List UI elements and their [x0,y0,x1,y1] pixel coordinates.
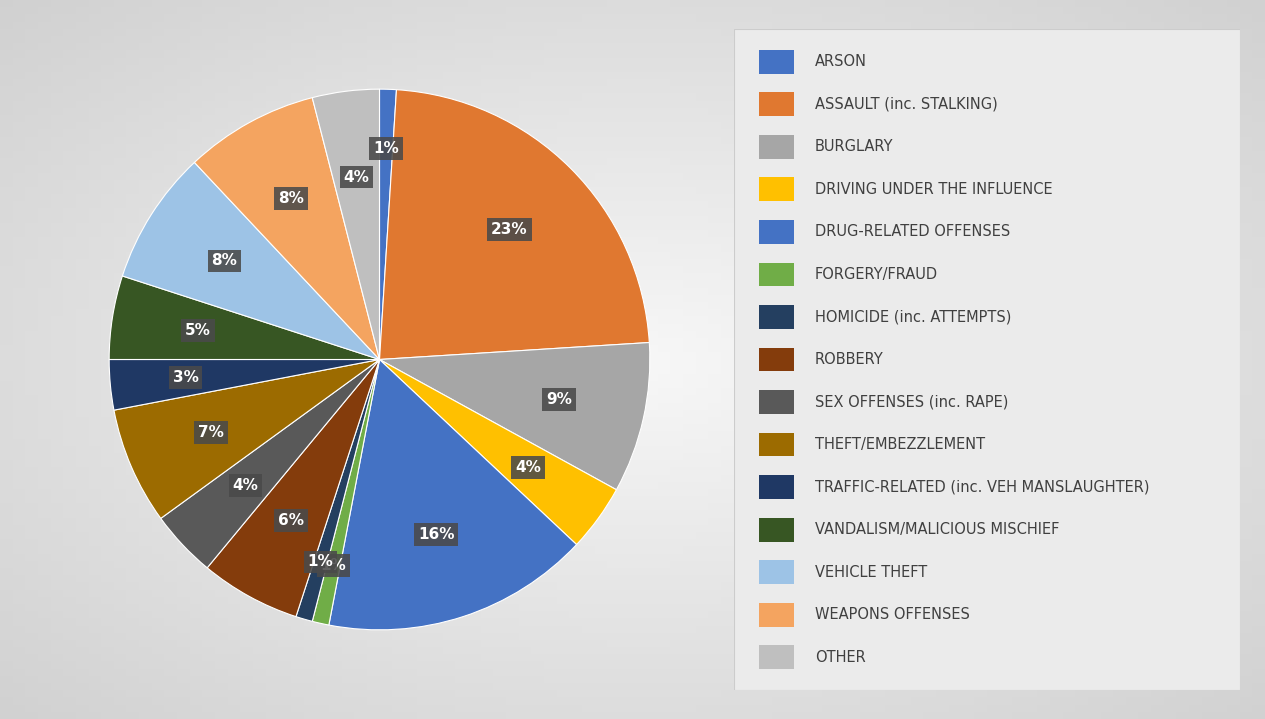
FancyBboxPatch shape [759,220,794,244]
Text: 1%: 1% [307,554,334,569]
FancyBboxPatch shape [759,50,794,74]
Text: 8%: 8% [278,191,304,206]
FancyBboxPatch shape [759,305,794,329]
Text: BURGLARY: BURGLARY [815,139,893,155]
FancyBboxPatch shape [734,29,1240,690]
Text: ASSAULT (inc. STALKING): ASSAULT (inc. STALKING) [815,97,997,112]
FancyBboxPatch shape [759,178,794,201]
FancyBboxPatch shape [759,135,794,159]
Wedge shape [380,90,649,360]
Wedge shape [380,89,396,360]
Text: 6%: 6% [278,513,304,528]
FancyBboxPatch shape [759,603,794,626]
Wedge shape [296,360,379,621]
Wedge shape [195,98,380,360]
Text: 4%: 4% [515,460,541,475]
FancyBboxPatch shape [759,560,794,584]
FancyBboxPatch shape [759,518,794,541]
Text: VEHICLE THEFT: VEHICLE THEFT [815,564,927,580]
Text: THEFT/EMBEZZLEMENT: THEFT/EMBEZZLEMENT [815,437,984,452]
Text: OTHER: OTHER [815,650,865,664]
Text: 1%: 1% [373,141,398,156]
Wedge shape [329,360,577,630]
Text: DRIVING UNDER THE INFLUENCE: DRIVING UNDER THE INFLUENCE [815,182,1052,197]
FancyBboxPatch shape [759,475,794,499]
Text: 4%: 4% [344,170,369,185]
Text: 7%: 7% [197,425,224,440]
Wedge shape [114,360,380,518]
FancyBboxPatch shape [759,433,794,457]
Text: 16%: 16% [417,527,454,542]
Wedge shape [380,360,616,544]
Text: SEX OFFENSES (inc. RAPE): SEX OFFENSES (inc. RAPE) [815,395,1008,410]
Wedge shape [207,360,380,617]
Text: 9%: 9% [546,392,572,407]
Text: 1%: 1% [320,558,347,573]
Text: ROBBERY: ROBBERY [815,352,883,367]
Text: TRAFFIC-RELATED (inc. VEH MANSLAUGHTER): TRAFFIC-RELATED (inc. VEH MANSLAUGHTER) [815,480,1149,495]
Text: VANDALISM/MALICIOUS MISCHIEF: VANDALISM/MALICIOUS MISCHIEF [815,522,1059,537]
Wedge shape [161,360,380,568]
Wedge shape [312,360,380,625]
FancyBboxPatch shape [759,645,794,669]
FancyBboxPatch shape [759,347,794,372]
Text: 8%: 8% [211,254,238,268]
Text: HOMICIDE (inc. ATTEMPTS): HOMICIDE (inc. ATTEMPTS) [815,309,1011,324]
Text: DRUG-RELATED OFFENSES: DRUG-RELATED OFFENSES [815,224,1009,239]
Text: FORGERY/FRAUD: FORGERY/FRAUD [815,267,937,282]
Wedge shape [109,360,380,410]
Text: 5%: 5% [185,324,211,338]
FancyBboxPatch shape [759,390,794,414]
FancyBboxPatch shape [759,93,794,116]
Text: 23%: 23% [491,222,528,237]
Text: 4%: 4% [233,478,258,493]
Wedge shape [123,162,379,360]
Text: 3%: 3% [173,370,199,385]
Wedge shape [109,276,380,360]
Wedge shape [312,89,380,360]
Text: ARSON: ARSON [815,55,867,69]
Wedge shape [380,342,650,490]
FancyBboxPatch shape [759,262,794,286]
Text: WEAPONS OFFENSES: WEAPONS OFFENSES [815,607,969,622]
